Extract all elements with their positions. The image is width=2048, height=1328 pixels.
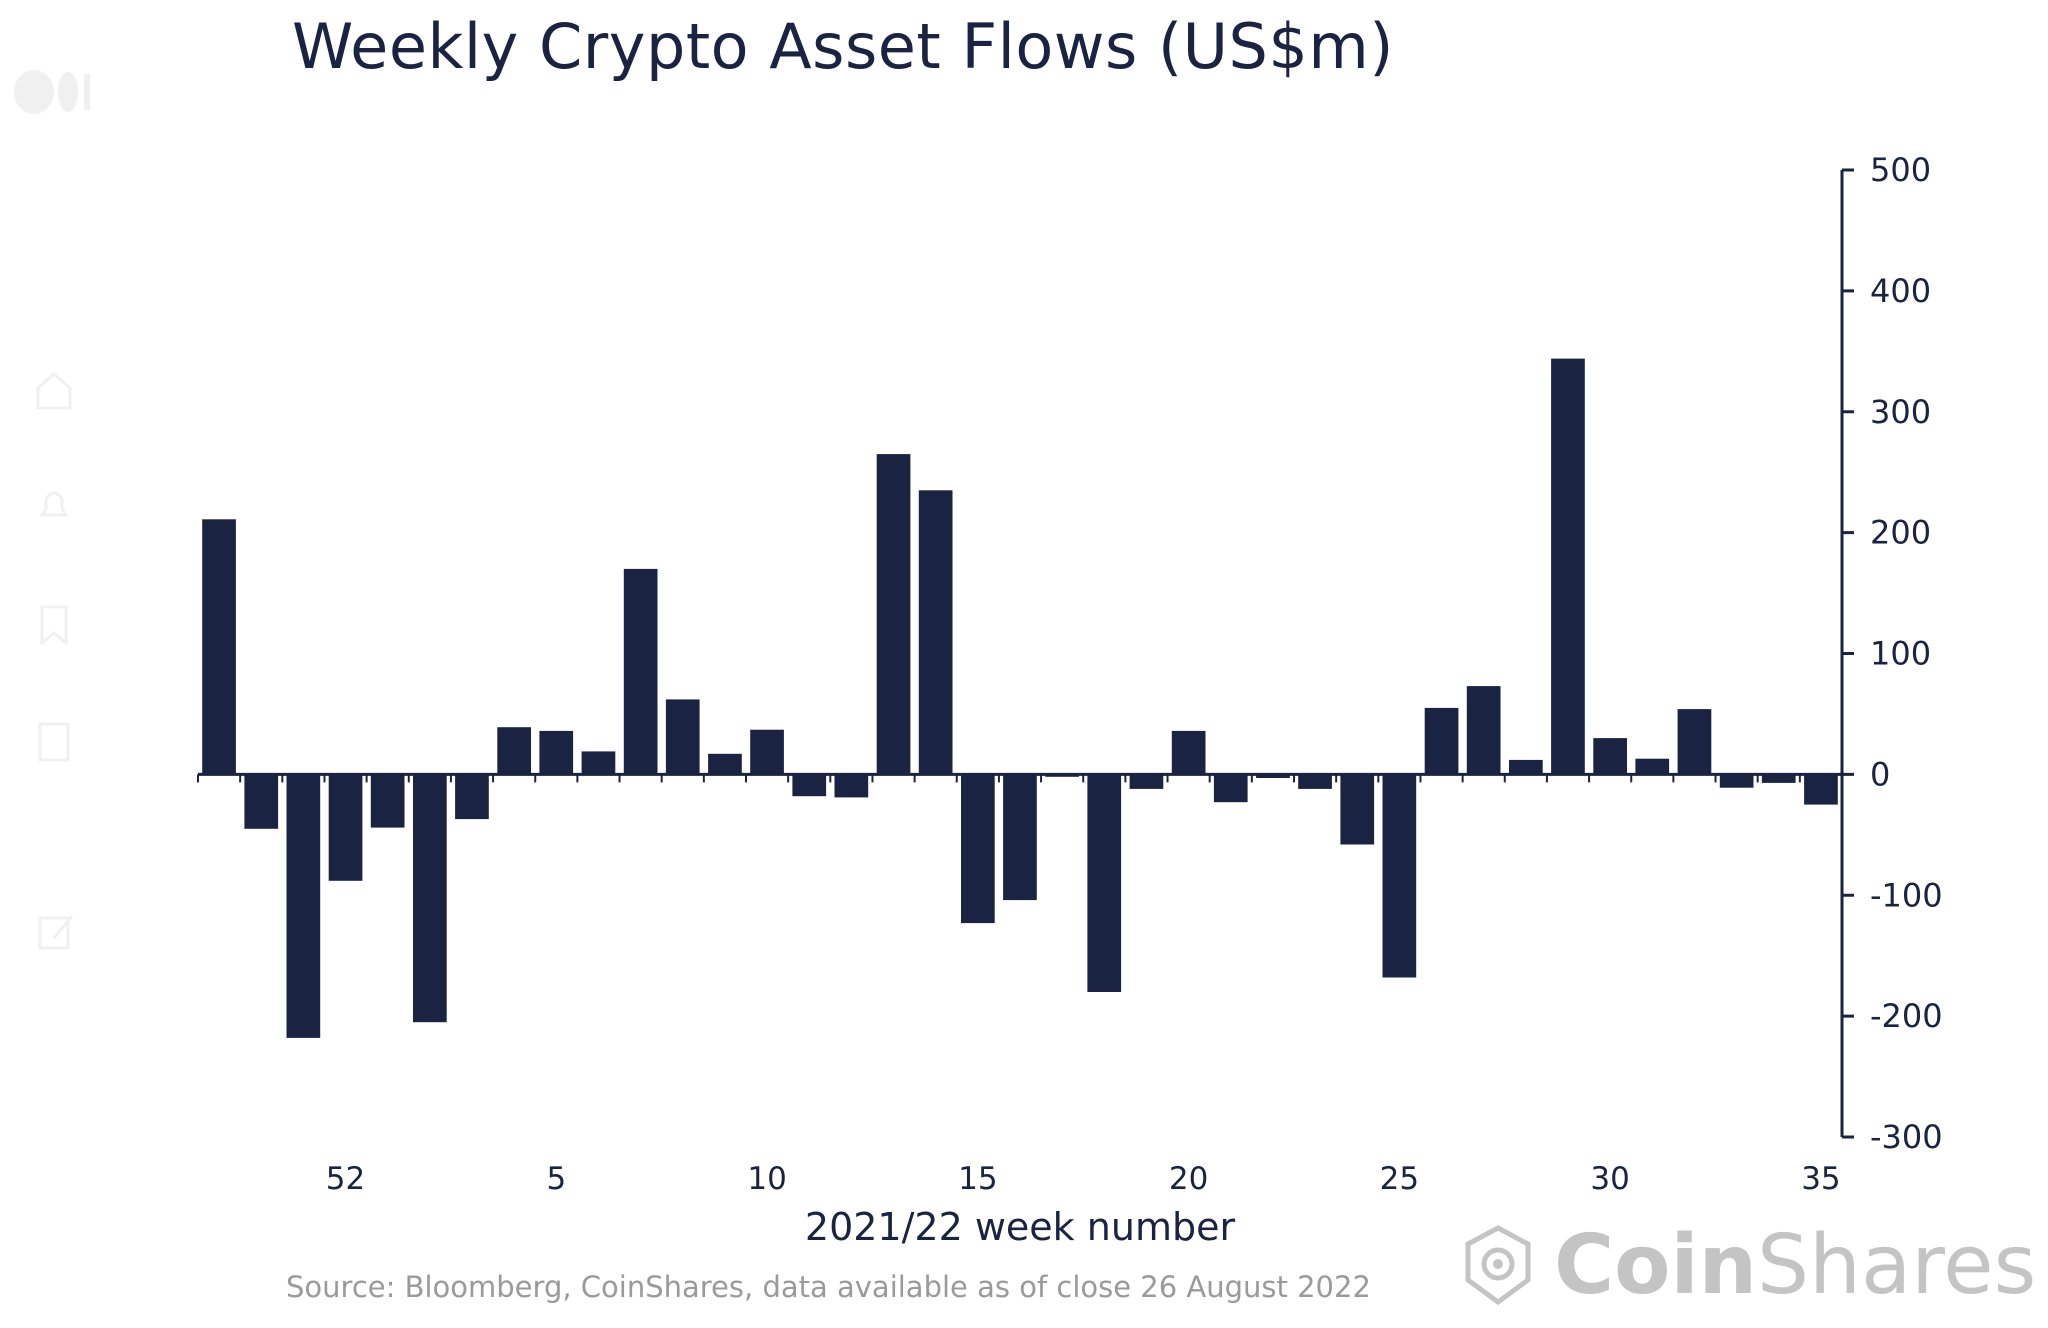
bar-3 xyxy=(455,774,489,820)
bar-28 xyxy=(1509,759,1543,775)
bar-15 xyxy=(961,774,995,924)
bar-12 xyxy=(834,774,869,798)
bar-29 xyxy=(1551,358,1585,775)
bar-20 xyxy=(1171,730,1206,775)
y-tick-label: -100 xyxy=(1870,876,1943,914)
ghost-home-icon xyxy=(34,370,74,414)
y-tick-label: 500 xyxy=(1870,151,1931,189)
x-tick-label: 10 xyxy=(747,1161,786,1197)
x-tick-label: 52 xyxy=(326,1161,365,1197)
brand-name-regular: Shares xyxy=(1757,1217,2037,1313)
bar-13 xyxy=(876,454,911,775)
bar-35 xyxy=(1804,774,1838,805)
x-tick-label: 30 xyxy=(1590,1161,1629,1197)
ghost-logo-icon xyxy=(14,70,94,118)
y-tick-label: -200 xyxy=(1870,997,1943,1035)
x-tick-label: 35 xyxy=(1801,1161,1840,1197)
bar-9 xyxy=(708,753,742,775)
bar-26 xyxy=(1424,707,1459,775)
bar-6 xyxy=(581,751,616,775)
bar-19 xyxy=(1129,774,1164,789)
bar-34 xyxy=(1761,774,1796,783)
y-tick-label: 400 xyxy=(1870,272,1931,310)
chart-title: Weekly Crypto Asset Flows (US$m) xyxy=(292,10,1394,83)
bar-27 xyxy=(1466,686,1501,775)
bar-8 xyxy=(665,699,700,775)
coinshares-logo: CoinShares xyxy=(1462,1218,2036,1313)
x-tick-label: 20 xyxy=(1169,1161,1208,1197)
y-tick-label: 0 xyxy=(1870,755,1890,793)
bar-5 xyxy=(539,730,574,775)
y-tick-label: 300 xyxy=(1870,393,1931,431)
bar-22 xyxy=(1256,774,1290,778)
bar-33 xyxy=(1719,774,1754,788)
bar-18 xyxy=(1087,774,1122,992)
y-tick-label: 100 xyxy=(1870,635,1931,673)
x-tick-label: 5 xyxy=(546,1161,566,1197)
bar-10 xyxy=(750,729,784,775)
ghost-edit-icon xyxy=(36,912,76,956)
bar-30 xyxy=(1593,738,1627,775)
bars-layer xyxy=(202,358,1838,1038)
bar-50 xyxy=(244,774,279,829)
bar-52 xyxy=(328,774,363,881)
x-tick-label: 25 xyxy=(1380,1161,1419,1197)
bar-24 xyxy=(1340,774,1375,845)
axis-layer: 500 400 300 200 100 0 -100 -200 -300 52 5 10 15 20 25 3… xyxy=(197,151,1943,1197)
bar-21 xyxy=(1213,774,1248,803)
ghost-bell-icon xyxy=(34,485,74,529)
bar-32 xyxy=(1677,709,1712,775)
brand-name-bold: Coin xyxy=(1554,1217,1757,1313)
bar-14 xyxy=(918,490,953,775)
x-tick-label: 15 xyxy=(958,1161,997,1197)
bar-2 xyxy=(413,774,447,1023)
x-axis-title: 2021/22 week number xyxy=(804,1205,1236,1249)
bar-16 xyxy=(1003,774,1037,901)
bar-25 xyxy=(1382,774,1417,978)
y-tick-label: 200 xyxy=(1870,514,1931,552)
coinshares-emblem-icon xyxy=(1465,1225,1531,1306)
bar-4 xyxy=(497,727,531,775)
ghost-document-icon xyxy=(36,722,72,766)
bar-11 xyxy=(792,774,827,797)
brand-name: CoinShares xyxy=(1554,1218,2036,1313)
bar-49 xyxy=(202,519,236,775)
bar-31 xyxy=(1635,758,1670,775)
bar-1 xyxy=(370,774,405,828)
y-tick-label: -300 xyxy=(1870,1118,1943,1156)
source-note: Source: Bloomberg, CoinShares, data avai… xyxy=(286,1270,1371,1304)
bar-23 xyxy=(1298,774,1332,789)
bar-51 xyxy=(286,774,321,1038)
ghost-bookmark-icon xyxy=(36,605,72,649)
bar-7 xyxy=(623,568,658,775)
